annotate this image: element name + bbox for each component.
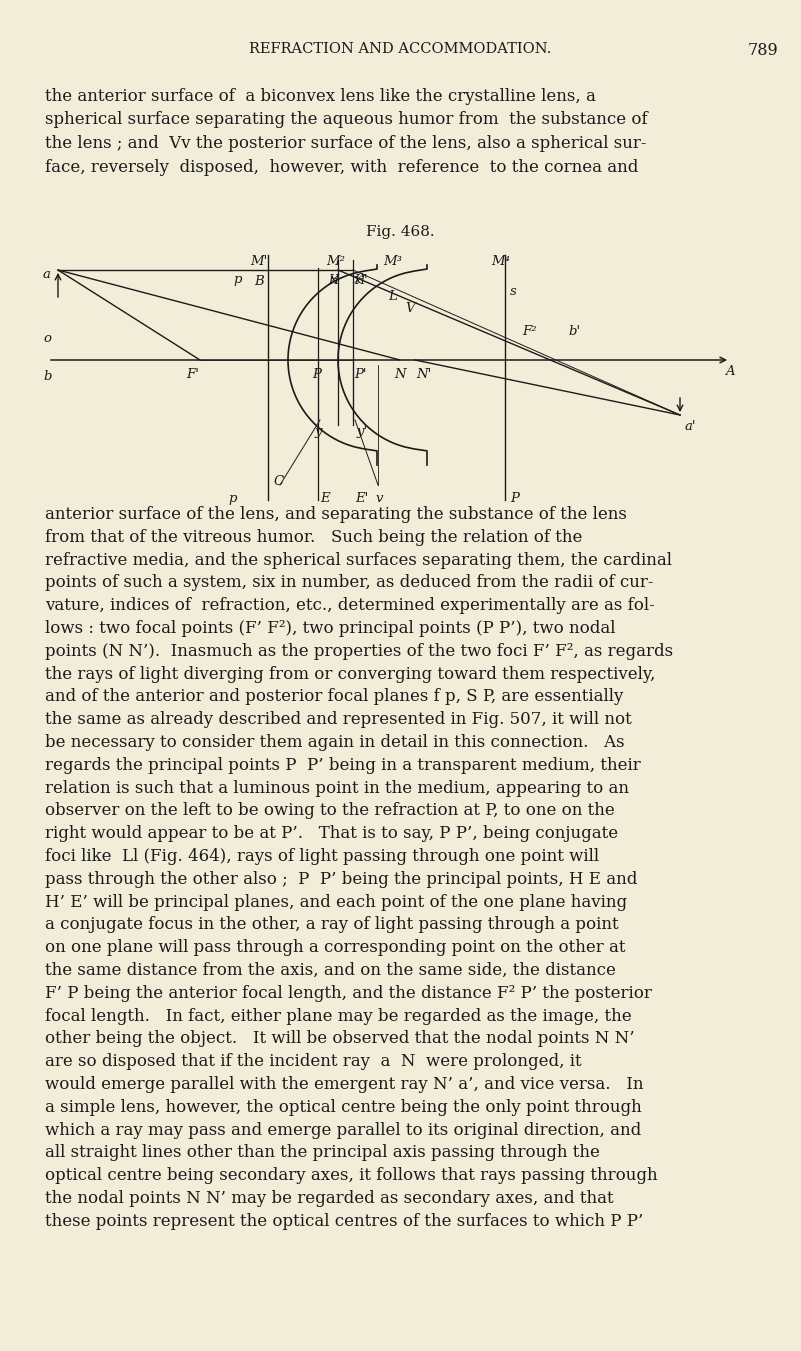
Text: F’ P being the anterior focal length, and the distance F² P’ the posterior: F’ P being the anterior focal length, an… <box>45 985 652 1002</box>
Text: x': x' <box>354 273 365 286</box>
Text: M': M' <box>250 255 268 267</box>
Text: foci like  Ll (Fig. 464), rays of light passing through one point will: foci like Ll (Fig. 464), rays of light p… <box>45 848 599 865</box>
Text: P: P <box>510 492 519 505</box>
Text: a: a <box>43 267 51 281</box>
Text: H’ E’ will be principal planes, and each point of the one plane having: H’ E’ will be principal planes, and each… <box>45 893 627 911</box>
Text: anterior surface of the lens, and separating the substance of the lens: anterior surface of the lens, and separa… <box>45 507 627 523</box>
Text: points of such a system, six in number, as deduced from the radii of cur-: points of such a system, six in number, … <box>45 574 654 592</box>
Text: other being the object.   It will be observed that the nodal points N N’: other being the object. It will be obser… <box>45 1031 634 1047</box>
Text: o: o <box>43 332 51 345</box>
Text: and of the anterior and posterior focal planes f p, S P, are essentially: and of the anterior and posterior focal … <box>45 689 623 705</box>
Text: the same as already described and represented in Fig. 507, it will not: the same as already described and repres… <box>45 711 632 728</box>
Text: on one plane will pass through a corresponding point on the other at: on one plane will pass through a corresp… <box>45 939 626 957</box>
Text: v: v <box>375 492 383 505</box>
Text: E: E <box>320 492 330 505</box>
Text: the lens ; and  Vv the posterior surface of the lens, also a spherical sur-: the lens ; and Vv the posterior surface … <box>45 135 646 153</box>
Text: H: H <box>328 274 338 286</box>
Text: spherical surface separating the aqueous humor from  the substance of: spherical surface separating the aqueous… <box>45 112 648 128</box>
Text: C: C <box>273 476 283 488</box>
Text: x: x <box>330 273 337 286</box>
Text: focal length.   In fact, either plane may be regarded as the image, the: focal length. In fact, either plane may … <box>45 1008 632 1024</box>
Text: b': b' <box>568 326 580 338</box>
Text: observer on the left to be owing to the refraction at P, to one on the: observer on the left to be owing to the … <box>45 802 614 820</box>
Text: y: y <box>314 426 321 438</box>
Text: optical centre being secondary axes, it follows that rays passing through: optical centre being secondary axes, it … <box>45 1167 658 1185</box>
Text: right would appear to be at P’.   That is to say, P P’, being conjugate: right would appear to be at P’. That is … <box>45 825 618 842</box>
Text: s: s <box>510 285 517 299</box>
Text: these points represent the optical centres of the surfaces to which P P’: these points represent the optical centr… <box>45 1213 643 1229</box>
Text: M⁴: M⁴ <box>491 255 510 267</box>
Text: points (N N’).  Inasmuch as the properties of the two foci F’ F², as regards: points (N N’). Inasmuch as the propertie… <box>45 643 673 659</box>
Text: A: A <box>725 365 735 378</box>
Text: y': y' <box>356 426 367 438</box>
Text: P': P' <box>354 367 367 381</box>
Text: REFRACTION AND ACCOMMODATION.: REFRACTION AND ACCOMMODATION. <box>249 42 551 55</box>
Text: vature, indices of  refraction, etc., determined experimentally are as fol-: vature, indices of refraction, etc., det… <box>45 597 654 615</box>
Text: all straight lines other than the principal axis passing through the: all straight lines other than the princi… <box>45 1144 600 1162</box>
Text: B: B <box>254 276 264 288</box>
Text: face, reversely  disposed,  however, with  reference  to the cornea and: face, reversely disposed, however, with … <box>45 158 638 176</box>
Text: the rays of light diverging from or converging toward them respectively,: the rays of light diverging from or conv… <box>45 666 655 682</box>
Text: which a ray may pass and emerge parallel to its original direction, and: which a ray may pass and emerge parallel… <box>45 1121 642 1139</box>
Text: L: L <box>388 290 396 303</box>
Text: M³: M³ <box>383 255 402 267</box>
Text: the same distance from the axis, and on the same side, the distance: the same distance from the axis, and on … <box>45 962 616 979</box>
Text: refractive media, and the spherical surfaces separating them, the cardinal: refractive media, and the spherical surf… <box>45 551 672 569</box>
Text: lows : two focal points (F’ F²), two principal points (P P’), two nodal: lows : two focal points (F’ F²), two pri… <box>45 620 615 638</box>
Text: P: P <box>312 367 321 381</box>
Text: Fig. 468.: Fig. 468. <box>366 226 434 239</box>
Text: V: V <box>405 303 415 315</box>
Text: M²: M² <box>326 255 345 267</box>
Text: the anterior surface of  a biconvex lens like the crystalline lens, a: the anterior surface of a biconvex lens … <box>45 88 596 105</box>
Text: are so disposed that if the incident ray  a  N  were prolonged, it: are so disposed that if the incident ray… <box>45 1054 582 1070</box>
Text: b: b <box>43 370 51 382</box>
Text: relation is such that a luminous point in the medium, appearing to an: relation is such that a luminous point i… <box>45 780 629 797</box>
Text: from that of the vitreous humor.   Such being the relation of the: from that of the vitreous humor. Such be… <box>45 528 582 546</box>
Text: a simple lens, however, the optical centre being the only point through: a simple lens, however, the optical cent… <box>45 1098 642 1116</box>
Text: F': F' <box>186 367 199 381</box>
Text: be necessary to consider them again in detail in this connection.   As: be necessary to consider them again in d… <box>45 734 625 751</box>
Text: regards the principal points P  P’ being in a transparent medium, their: regards the principal points P P’ being … <box>45 757 641 774</box>
Text: E': E' <box>355 492 368 505</box>
Text: the nodal points N N’ may be regarded as secondary axes, and that: the nodal points N N’ may be regarded as… <box>45 1190 614 1206</box>
Text: would emerge parallel with the emergent ray N’ a’, and vice versa.   In: would emerge parallel with the emergent … <box>45 1075 643 1093</box>
Text: H': H' <box>354 274 368 286</box>
Text: a': a' <box>685 420 697 434</box>
Text: pass through the other also ;  P  P’ being the principal points, H E and: pass through the other also ; P P’ being… <box>45 871 638 888</box>
Text: N: N <box>394 367 405 381</box>
Text: p: p <box>228 492 236 505</box>
Text: a conjugate focus in the other, a ray of light passing through a point: a conjugate focus in the other, a ray of… <box>45 916 618 934</box>
Text: 789: 789 <box>748 42 779 59</box>
Text: N': N' <box>416 367 431 381</box>
Text: F²: F² <box>522 326 537 338</box>
Text: p: p <box>233 273 241 286</box>
